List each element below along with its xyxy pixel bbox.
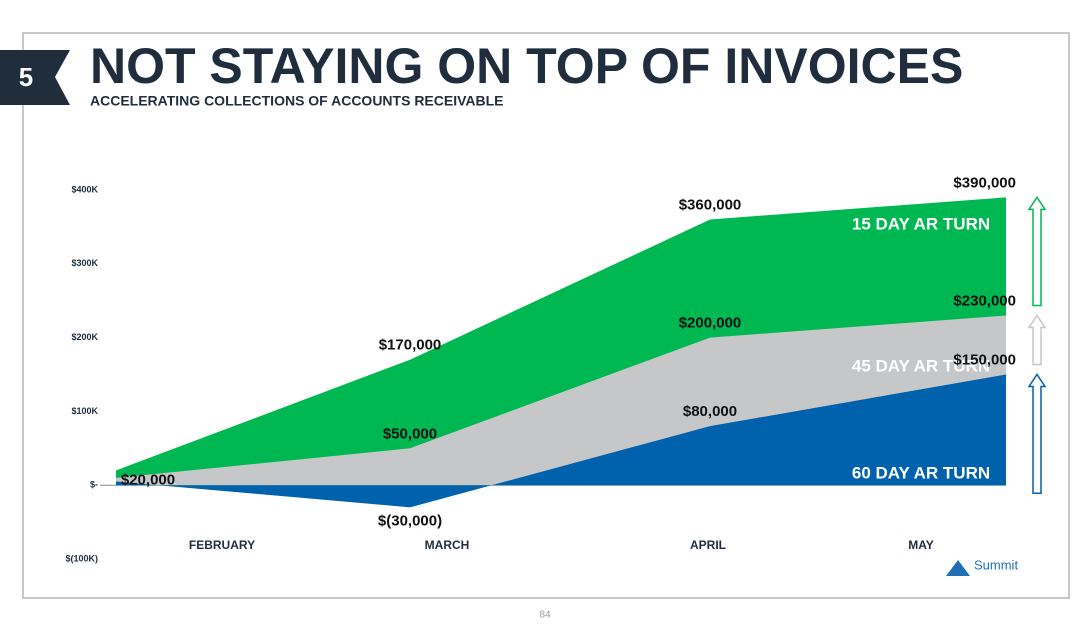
data-label: $200,000 xyxy=(679,315,742,332)
data-label: $360,000 xyxy=(679,196,742,213)
y-tick-label: $200K xyxy=(71,332,98,342)
slide-number: 5 xyxy=(19,62,33,92)
data-label: $150,000 xyxy=(953,351,1016,368)
x-tick-label: MAY xyxy=(908,538,934,552)
x-tick-label: MARCH xyxy=(425,538,470,552)
data-label: $170,000 xyxy=(379,337,442,354)
data-label: $50,000 xyxy=(383,425,437,442)
data-label: $(30,000) xyxy=(378,512,442,529)
y-tick-label: $- xyxy=(90,480,98,490)
logo: Summit xyxy=(974,557,1018,572)
data-label: $80,000 xyxy=(683,403,737,420)
page-number: 84 xyxy=(539,610,551,621)
plot: $(100K) $- $100K $200K $300K $400K FEBRUARY MAR… xyxy=(65,174,1047,563)
x-tick-label: FEBRUARY xyxy=(189,538,255,552)
y-tick-label: $400K xyxy=(71,184,98,194)
y-tick-label: $(100K) xyxy=(65,553,98,563)
series-name: 15 DAY AR TURN xyxy=(852,214,990,233)
series-name: 45 DAY AR TURN xyxy=(852,356,990,375)
data-label: $230,000 xyxy=(953,292,1016,309)
arrow xyxy=(1027,314,1047,366)
arrow xyxy=(1027,196,1047,307)
logo-icon xyxy=(946,560,970,576)
chart-subtitle: ACCELERATING COLLECTIONS OF ACCOUNTS REC… xyxy=(90,93,504,109)
series-name: 60 DAY AR TURN xyxy=(852,463,990,482)
area xyxy=(116,374,1006,508)
y-tick-label: $300K xyxy=(71,258,98,268)
data-label: $390,000 xyxy=(953,174,1016,191)
data-label: $20,000 xyxy=(121,471,175,488)
y-tick-label: $100K xyxy=(71,406,98,416)
slide-badge xyxy=(0,50,70,105)
x-tick-label: APRIL xyxy=(690,538,726,552)
chart-title: NOT STAYING ON TOP OF INVOICES xyxy=(90,38,963,94)
arrow xyxy=(1027,373,1047,494)
